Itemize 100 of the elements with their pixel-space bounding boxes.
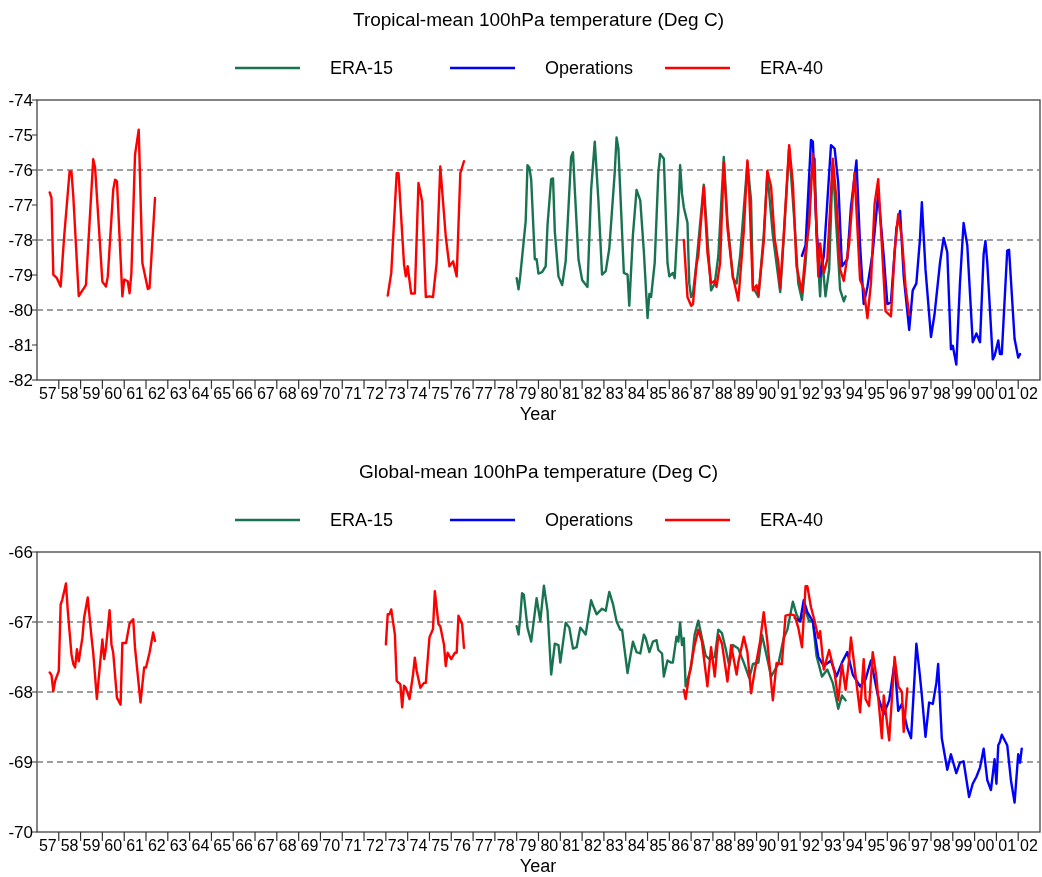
- x-tick-label: 60: [104, 837, 123, 854]
- x-tick-label: 82: [584, 385, 602, 402]
- x-tick-label: 57: [38, 837, 57, 854]
- x-tick-label: 87: [693, 837, 711, 854]
- x-tick-label: 91: [780, 837, 799, 854]
- x-tick-label: 98: [932, 385, 951, 402]
- x-tick-label: 63: [169, 837, 188, 854]
- x-tick-label: 83: [605, 837, 624, 854]
- x-tick-label: 62: [147, 837, 166, 854]
- legend-label: ERA-15: [330, 58, 394, 78]
- x-tick-label: 73: [387, 837, 406, 854]
- y-tick-label: -78: [8, 231, 33, 250]
- x-tick-label: 66: [235, 837, 254, 854]
- x-tick-label: 69: [300, 385, 319, 402]
- y-tick-label: -74: [8, 91, 33, 110]
- x-tick-label: 85: [649, 837, 668, 854]
- x-tick-label: 92: [802, 385, 820, 402]
- x-tick-label: 94: [845, 385, 864, 402]
- x-tick-label: 97: [911, 837, 930, 854]
- x-tick-label: 64: [191, 837, 210, 854]
- x-tick-label: 76: [453, 385, 472, 402]
- x-tick-label: 01: [998, 385, 1017, 402]
- x-tick-label: 65: [213, 385, 232, 402]
- x-tick-label: 77: [475, 837, 493, 854]
- x-tick-label: 77: [475, 385, 493, 402]
- x-tick-label: 95: [867, 837, 886, 854]
- legend-label: ERA-15: [330, 510, 394, 530]
- x-tick-label: 01: [998, 837, 1017, 854]
- chart-title: Tropical-mean 100hPa temperature (Deg C): [352, 9, 725, 30]
- x-tick-label: 76: [453, 837, 472, 854]
- y-tick-label: -70: [8, 823, 33, 842]
- line-series: [515, 136, 847, 320]
- x-axis-title: Year: [519, 404, 557, 424]
- x-tick-label: 58: [60, 385, 79, 402]
- x-tick-label: 62: [147, 385, 166, 402]
- y-tick-label: -81: [8, 336, 33, 355]
- x-tick-label: 86: [671, 837, 690, 854]
- y-tick-label: -66: [8, 543, 33, 562]
- x-tick-label: 99: [954, 837, 973, 854]
- x-tick-label: 84: [627, 385, 646, 402]
- x-tick-label: 85: [649, 385, 668, 402]
- x-tick-label: 66: [235, 385, 254, 402]
- legend-label: ERA-40: [760, 510, 824, 530]
- line-series: [793, 599, 1023, 804]
- x-tick-label: 79: [518, 385, 537, 402]
- y-tick-label: -69: [8, 753, 33, 772]
- x-tick-label: 71: [344, 837, 363, 854]
- x-tick-label: 70: [322, 837, 341, 854]
- x-tick-label: 91: [780, 385, 799, 402]
- x-tick-label: 89: [736, 385, 755, 402]
- x-tick-label: 87: [693, 385, 711, 402]
- x-tick-label: 74: [409, 837, 428, 854]
- x-tick-label: 90: [758, 837, 777, 854]
- x-tick-label: 61: [126, 837, 145, 854]
- x-tick-label: 89: [736, 837, 755, 854]
- x-tick-label: 81: [562, 385, 581, 402]
- x-tick-label: 92: [802, 837, 820, 854]
- x-tick-label: 68: [278, 385, 297, 402]
- y-tick-label: -77: [8, 196, 33, 215]
- x-axis-title: Year: [519, 856, 557, 876]
- line-series: [800, 138, 1022, 366]
- x-tick-label: 82: [584, 837, 602, 854]
- x-tick-label: 59: [82, 837, 101, 854]
- x-tick-label: 72: [366, 385, 384, 402]
- line-series: [515, 584, 847, 710]
- x-tick-label: 71: [344, 385, 363, 402]
- x-tick-label: 75: [431, 837, 450, 854]
- x-tick-label: 61: [126, 385, 145, 402]
- y-tick-label: -67: [8, 613, 33, 632]
- legend-label: Operations: [545, 510, 634, 530]
- x-tick-label: 73: [387, 385, 406, 402]
- x-tick-label: 02: [1020, 837, 1039, 854]
- x-tick-label: 93: [823, 837, 842, 854]
- x-tick-label: 84: [627, 837, 646, 854]
- y-tick-label: -80: [8, 301, 33, 320]
- x-tick-label: 65: [213, 837, 232, 854]
- x-tick-label: 96: [889, 837, 908, 854]
- x-tick-label: 95: [867, 385, 886, 402]
- x-tick-label: 70: [322, 385, 341, 402]
- x-tick-label: 67: [256, 385, 275, 402]
- x-tick-label: 69: [300, 837, 319, 854]
- x-tick-label: 90: [758, 385, 777, 402]
- x-tick-label: 83: [605, 385, 624, 402]
- x-tick-label: 02: [1020, 385, 1039, 402]
- x-tick-label: 60: [104, 385, 123, 402]
- x-tick-label: 88: [714, 385, 733, 402]
- x-tick-label: 98: [932, 837, 951, 854]
- x-tick-label: 96: [889, 385, 908, 402]
- x-tick-label: 75: [431, 385, 450, 402]
- y-tick-label: -76: [8, 161, 33, 180]
- x-tick-label: 81: [562, 837, 581, 854]
- x-tick-label: 86: [671, 385, 690, 402]
- x-tick-label: 99: [954, 385, 973, 402]
- x-tick-label: 94: [845, 837, 864, 854]
- x-tick-label: 68: [278, 837, 297, 854]
- x-tick-label: 00: [976, 837, 995, 854]
- x-tick-label: 93: [823, 385, 842, 402]
- x-tick-label: 78: [496, 837, 515, 854]
- x-tick-label: 57: [38, 385, 57, 402]
- x-tick-label: 78: [496, 385, 515, 402]
